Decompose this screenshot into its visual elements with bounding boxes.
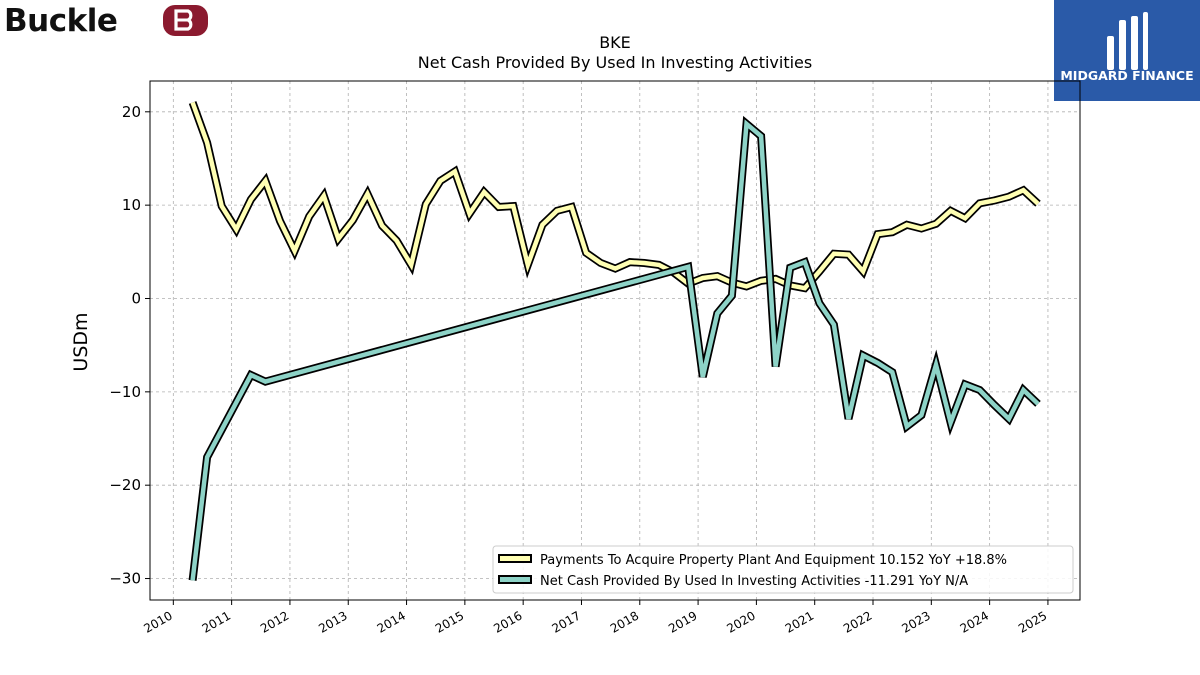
series-outline-0 (188, 101, 1041, 293)
x-tick-label: 2010 (141, 608, 174, 635)
series-line-1 (190, 119, 1040, 581)
y-axis-label: USDm (70, 312, 92, 371)
y-tick-label: −10 (109, 383, 141, 401)
x-tick-label: 2022 (841, 608, 874, 635)
x-tick-label: 2020 (724, 608, 757, 635)
x-tick-label: 2011 (200, 608, 233, 635)
legend-swatch-investing-fill (500, 577, 530, 582)
chart-subtitle: Net Cash Provided By Used In Investing A… (418, 53, 812, 72)
legend: Payments To Acquire Property Plant And E… (492, 545, 1074, 594)
grid (150, 81, 1080, 600)
x-tick-label: 2018 (608, 608, 641, 635)
y-tick-label: 0 (131, 289, 141, 307)
y-tick-label: 20 (122, 103, 141, 121)
x-tick-label: 2014 (375, 608, 408, 635)
x-tick-label: 2017 (550, 608, 583, 635)
legend-box (492, 545, 1074, 594)
midgard-finance-name: MIDGARD FINANCE (1060, 68, 1193, 83)
x-tick-label: 2023 (899, 608, 932, 635)
legend-label-equipment: Payments To Acquire Property Plant And E… (540, 553, 1007, 568)
midgard-finance-logo: MIDGARD FINANCE (1054, 0, 1200, 101)
series-lines (188, 101, 1041, 581)
x-tick-label: 2024 (958, 608, 991, 635)
series-outline-1 (188, 115, 1041, 581)
x-tick-label: 2025 (1016, 608, 1049, 635)
x-tick-label: 2015 (433, 608, 466, 635)
series-line-0 (190, 101, 1040, 291)
x-tick-label: 2013 (316, 608, 349, 635)
y-tick-label: −30 (109, 570, 141, 588)
x-tick-label: 2021 (783, 608, 816, 635)
chart-title: BKE (599, 33, 631, 52)
y-tick-label: 10 (122, 196, 141, 214)
x-tick-label: 2012 (258, 608, 291, 635)
midgard-mark-icon (1107, 12, 1148, 70)
x-tick-label: 2019 (666, 608, 699, 635)
legend-label-investing: Net Cash Provided By Used In Investing A… (540, 574, 968, 589)
y-tick-label: −20 (109, 476, 141, 494)
buckle-b-icon (163, 5, 208, 36)
buckle-wordmark: Buckle (4, 3, 117, 39)
plot-frame (149, 80, 1081, 601)
buckle-logo: Buckle (4, 3, 208, 39)
legend-swatch-equipment-fill (500, 556, 530, 561)
x-tick-label: 2016 (491, 608, 524, 635)
